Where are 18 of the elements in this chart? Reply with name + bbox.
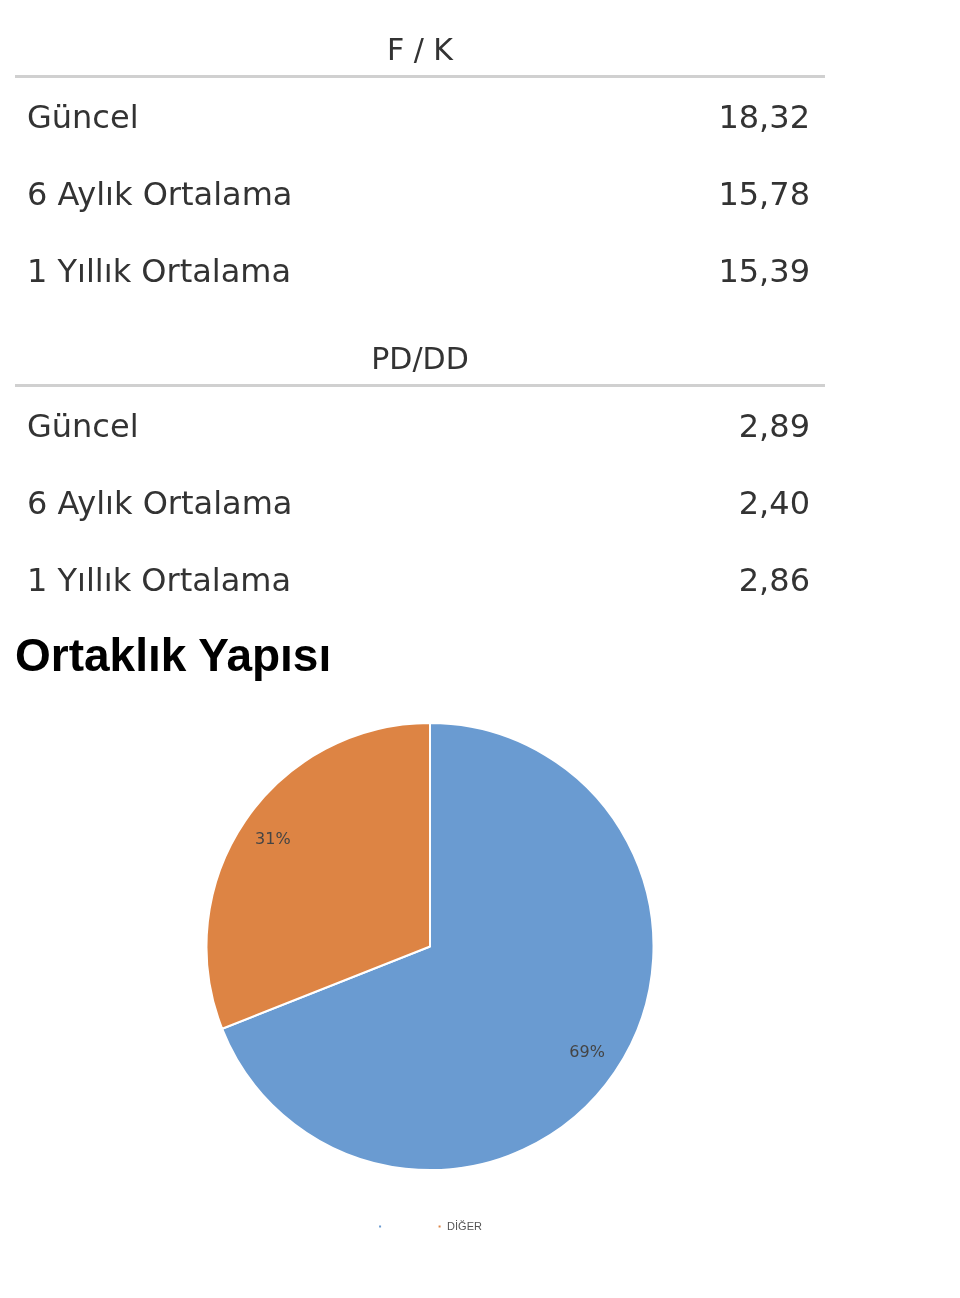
text: F / K [15,0,825,78]
data-label: 2,86 [738,560,810,599]
category-label: 6 Aylık Ortalama [27,483,293,522]
chart-title: Ortaklık Yapısı [15,628,333,682]
category-label: 1 Yıllık Ortalama [27,251,292,290]
data-label: 18,32 [718,97,810,136]
data-label: 15,78 [718,174,810,213]
data-label: 2,40 [738,483,810,522]
category-label: Güncel [27,406,139,445]
data-label: 31% [255,828,291,848]
category-label: 6 Aylık Ortalama [27,174,293,213]
category-label: Güncel [27,97,139,136]
data-label: 69% [569,1042,605,1062]
text: PD/DD [15,309,825,387]
legend-label: DİĞER [447,1219,482,1232]
category-label: 1 Yıllık Ortalama [27,560,292,599]
data-label: 2,89 [738,406,810,445]
data-label: 15,39 [718,251,810,290]
